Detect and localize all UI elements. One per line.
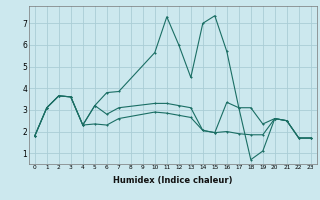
X-axis label: Humidex (Indice chaleur): Humidex (Indice chaleur) bbox=[113, 176, 233, 185]
